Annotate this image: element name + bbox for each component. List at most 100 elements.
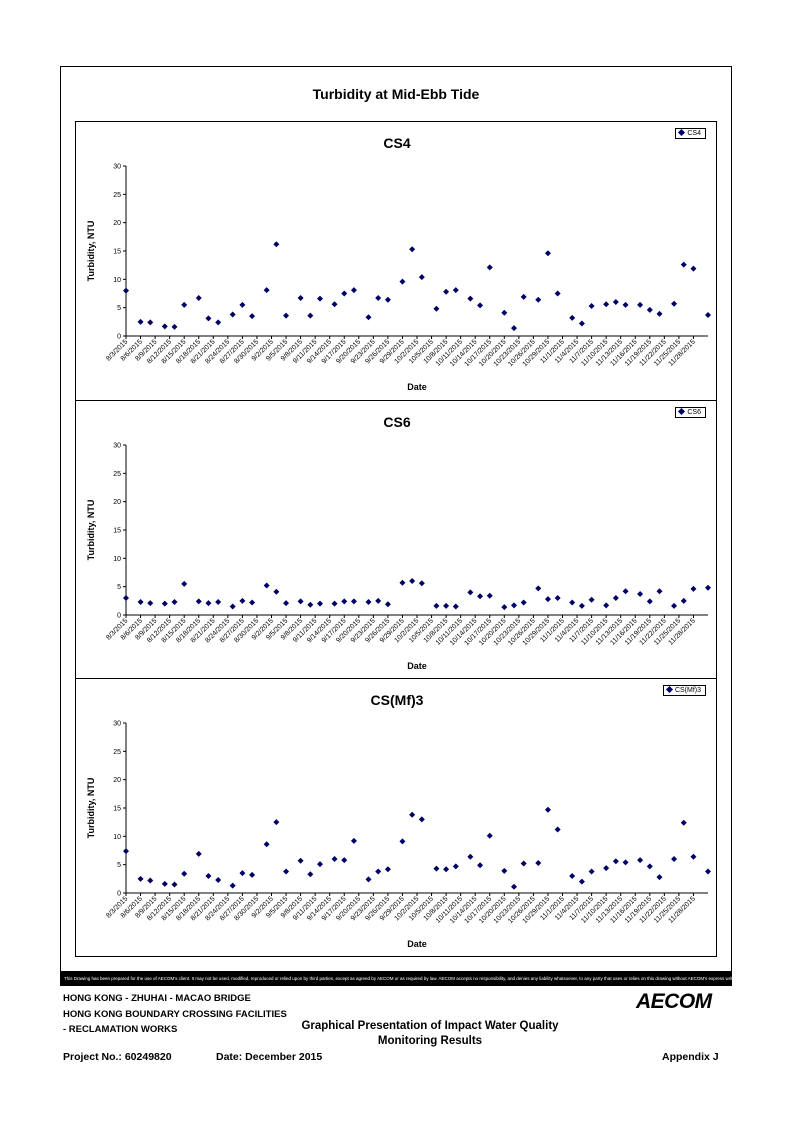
y-tick-label: 30 (113, 443, 121, 450)
data-point (418, 816, 425, 823)
data-point (501, 604, 508, 611)
data-point (511, 883, 517, 890)
y-tick-label: 25 (113, 471, 121, 478)
data-point (283, 868, 290, 875)
data-point (215, 319, 222, 326)
legend: CS4 (675, 128, 706, 139)
y-tick-label: 20 (113, 220, 121, 227)
data-point (452, 863, 459, 870)
data-point (705, 868, 711, 875)
data-point (331, 301, 338, 308)
data-point (418, 580, 425, 587)
data-point (195, 295, 202, 302)
legend-label: CS4 (687, 130, 701, 137)
data-point (341, 857, 348, 864)
data-point (452, 603, 459, 610)
data-point (467, 589, 474, 596)
data-point (646, 863, 653, 870)
data-point (384, 601, 391, 608)
data-point (443, 288, 450, 295)
y-tick-label: 5 (117, 862, 121, 869)
data-point (239, 301, 246, 308)
data-point (690, 853, 697, 860)
legend-label: CS(Mf)3 (674, 687, 701, 694)
data-point (578, 602, 585, 609)
data-point (263, 582, 270, 589)
data-point (365, 598, 372, 605)
data-point (569, 873, 576, 879)
data-point (622, 859, 629, 866)
data-point (273, 819, 280, 826)
project-number: Project No.: 60249820 (63, 1051, 172, 1063)
data-point (229, 603, 236, 610)
data-point (307, 601, 314, 608)
data-point (486, 264, 493, 271)
data-point (477, 302, 484, 309)
data-point (520, 293, 527, 300)
data-point (297, 857, 304, 864)
data-point (452, 287, 459, 294)
data-point (283, 312, 290, 319)
data-point (646, 598, 653, 605)
y-tick-label: 15 (113, 806, 121, 813)
data-point (171, 323, 178, 330)
chart-svg: CS(Mf)30510152025308/3/20158/6/20158/9/2… (86, 692, 711, 949)
y-tick-label: 10 (113, 556, 121, 563)
y-tick-label: 0 (117, 613, 121, 620)
y-tick-label: 0 (117, 334, 121, 341)
x-axis-label: Date (407, 382, 427, 392)
data-point (554, 290, 561, 297)
data-point (705, 584, 711, 591)
y-tick-label: 5 (117, 584, 121, 591)
drawing-date: Date: December 2015 (216, 1051, 323, 1063)
data-point (181, 870, 188, 877)
data-point (123, 848, 129, 855)
data-point (331, 856, 338, 862)
data-point (205, 600, 212, 607)
data-point (147, 319, 154, 326)
data-point (671, 300, 678, 307)
data-point (249, 871, 256, 878)
data-point (297, 295, 304, 302)
data-point (350, 287, 357, 294)
legend-marker-icon (678, 128, 686, 136)
legend-marker-icon (678, 407, 686, 415)
chart-title: CS6 (383, 414, 410, 430)
drawing-frame: Turbidity at Mid-Ebb Tide CS4 0 5 10 15 20 25 3… (60, 66, 732, 986)
data-point (680, 261, 687, 268)
data-point (409, 811, 416, 818)
data-point (637, 857, 644, 864)
data-point (350, 598, 357, 605)
data-point (350, 837, 357, 844)
data-point (273, 588, 280, 595)
data-point (331, 600, 338, 607)
data-point (520, 599, 527, 606)
data-point (418, 274, 425, 281)
data-point (671, 602, 678, 609)
data-point (375, 295, 382, 302)
data-point (123, 287, 129, 294)
data-point (578, 878, 585, 885)
data-point (283, 600, 290, 607)
data-point (229, 882, 236, 889)
data-point (477, 862, 484, 869)
data-point (375, 597, 382, 604)
data-point (147, 600, 154, 607)
data-point (578, 320, 585, 327)
data-point (375, 868, 382, 875)
data-point (171, 881, 178, 888)
data-point (656, 310, 663, 317)
data-point (147, 877, 154, 884)
chart-panel-cs4: CS4 0 5 10 15 20 25 30 8/3/2015 8/6/2015 8/9/2015 8… (76, 122, 716, 400)
data-point (384, 296, 391, 303)
data-point (501, 867, 508, 874)
data-point (433, 305, 440, 312)
aecom-logo: AECOM (636, 990, 712, 1013)
y-tick-label: 15 (113, 249, 121, 256)
data-point (249, 599, 256, 606)
data-point (307, 871, 314, 878)
data-point (622, 301, 629, 308)
data-point (501, 309, 508, 316)
data-point (273, 241, 280, 248)
data-point (511, 325, 517, 332)
